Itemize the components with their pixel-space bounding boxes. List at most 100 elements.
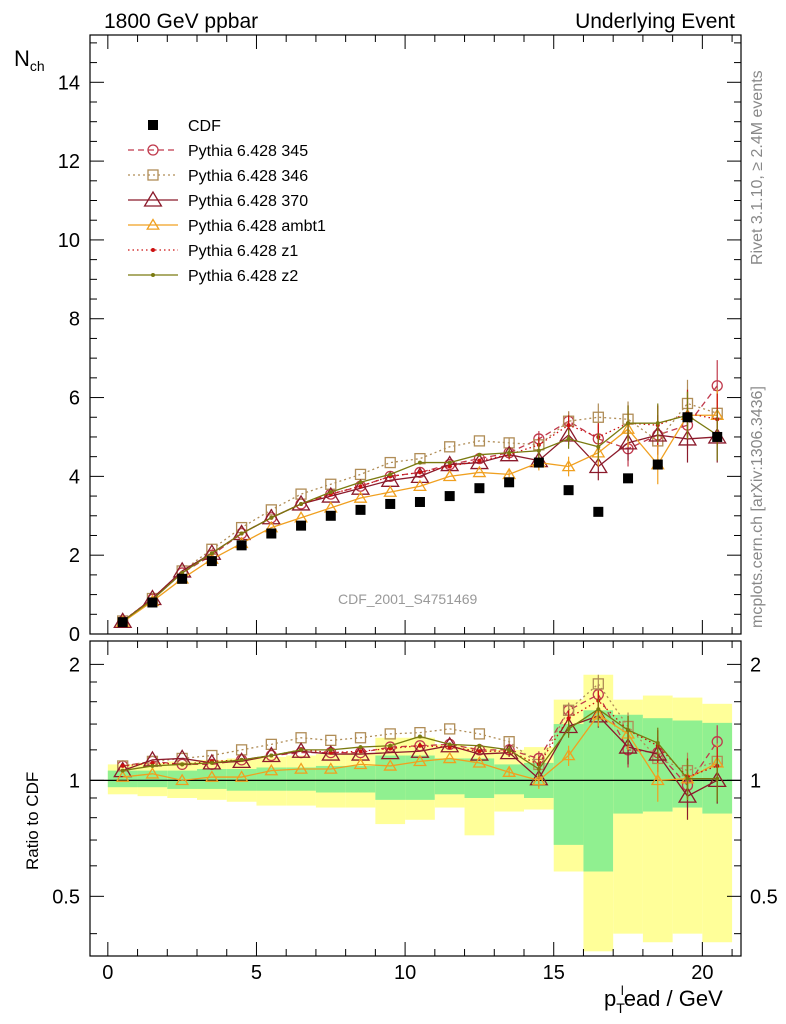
data-point	[115, 770, 130, 782]
data-point	[325, 747, 337, 759]
data-point	[295, 488, 307, 500]
main-frame	[89, 34, 742, 635]
data-point	[299, 501, 304, 506]
legend-label: Pythia 6.428 z2	[188, 268, 298, 285]
main-series	[113, 360, 727, 629]
data-point	[533, 457, 544, 468]
band-inner-bin	[107, 770, 138, 788]
data-point	[592, 678, 604, 690]
data-point	[566, 716, 571, 721]
data-point	[117, 617, 128, 628]
x-tick-label: 5	[251, 962, 262, 984]
data-point	[234, 770, 249, 782]
data-point	[655, 741, 660, 746]
data-point	[353, 757, 368, 770]
data-point	[618, 737, 638, 754]
data-point	[477, 743, 482, 748]
y-tick-label: 2	[69, 654, 80, 676]
data-point	[264, 763, 279, 776]
y-tick-label: 1	[69, 770, 80, 792]
legend-entry-z2: Pythia 6.428 z2	[128, 268, 298, 285]
data-point	[499, 743, 519, 760]
data-point	[350, 478, 371, 495]
data-point	[626, 728, 631, 733]
data-point	[442, 751, 457, 764]
data-point	[353, 491, 368, 503]
data-point	[325, 510, 336, 521]
data-point	[473, 435, 486, 447]
legend-marker	[148, 120, 158, 130]
series-cdf	[117, 412, 723, 628]
y-tick-label: 2	[750, 654, 761, 676]
data-point	[477, 458, 482, 463]
data-point	[626, 421, 631, 426]
data-point	[209, 760, 214, 765]
data-point	[536, 448, 541, 453]
ratio-panel-bands	[90, 674, 741, 952]
band-inner-bin	[286, 767, 316, 791]
data-point	[473, 728, 486, 740]
header-right-title: Underlying Event	[575, 10, 735, 33]
data-point	[410, 741, 430, 758]
x-tick-label: 0	[102, 962, 113, 984]
data-point	[358, 745, 363, 750]
y-axis-label: Nch	[14, 46, 45, 74]
series-line	[122, 414, 718, 623]
legend-entry-cdf: CDF	[148, 118, 221, 135]
data-point	[296, 520, 307, 531]
data-point	[502, 765, 517, 777]
data-point	[596, 444, 601, 449]
data-point	[413, 479, 427, 491]
band-inner-bin	[137, 770, 168, 788]
band-inner-bin	[345, 765, 376, 793]
series-line	[122, 699, 718, 778]
y-tick-label: 0.5	[52, 886, 80, 908]
data-point	[592, 411, 604, 423]
data-point	[504, 477, 515, 488]
legend-entry-p345: Pythia 6.428 345	[128, 143, 308, 160]
data-point	[469, 453, 489, 470]
x-axis-label: pTlead / GeV	[604, 983, 723, 1016]
mcplots-label: mcplots.cern.ch [arXiv:1306.3436]	[749, 386, 766, 628]
series-line	[122, 682, 718, 772]
data-point	[383, 759, 398, 771]
series-line	[122, 693, 718, 787]
data-point	[180, 762, 185, 767]
data-point	[442, 469, 457, 482]
band-inner-bin	[256, 767, 287, 791]
band-inner-bin	[583, 710, 614, 872]
ratio-y-axis-label: Ratio to CDF	[23, 772, 42, 870]
data-point	[354, 732, 367, 744]
series-line	[122, 385, 718, 622]
data-point	[384, 728, 396, 740]
data-point	[206, 556, 217, 567]
data-point	[294, 762, 308, 774]
data-point	[596, 707, 601, 712]
data-point	[384, 456, 396, 469]
data-point	[145, 767, 160, 779]
x-tick-label: 10	[394, 962, 416, 984]
data-point	[236, 540, 247, 551]
data-point	[269, 515, 274, 520]
data-point	[358, 484, 363, 489]
data-point	[321, 744, 341, 761]
data-point	[239, 757, 244, 762]
data-point	[623, 473, 634, 484]
data-point	[682, 412, 693, 423]
data-point	[266, 528, 277, 539]
data-point	[358, 480, 363, 485]
data-point	[652, 459, 663, 470]
data-point	[561, 748, 576, 761]
data-point	[444, 723, 456, 735]
data-point	[265, 738, 277, 751]
series-line	[122, 713, 718, 782]
y-tick-label: 1	[750, 770, 761, 792]
data-point	[388, 472, 393, 477]
data-point	[566, 726, 571, 731]
data-point	[447, 464, 452, 469]
data-point	[531, 773, 546, 786]
header-left-title: 1800 GeV ppbar	[104, 10, 258, 33]
y-tick-label: 8	[69, 309, 80, 331]
